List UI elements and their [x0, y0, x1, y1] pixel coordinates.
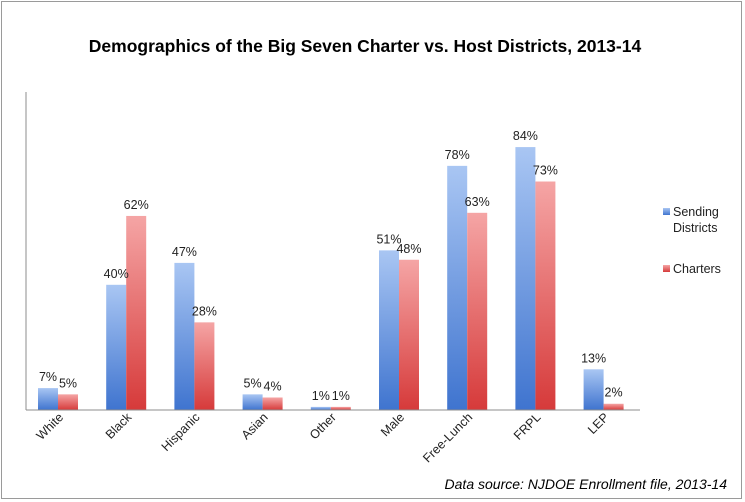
data-label-charters-lep: 2% [605, 386, 623, 400]
tick-label-male: Male [378, 410, 407, 439]
data-label-sending-black: 40% [104, 267, 129, 281]
tick-label-lep: LEP [585, 410, 612, 437]
bar-sending-frpl [515, 147, 536, 410]
bar-charters-frpl [535, 181, 556, 410]
bar-sending-hispanic [174, 262, 195, 410]
data-label-charters-hispanic: 28% [192, 304, 217, 318]
legend-label-sending-cont: Districts [673, 221, 717, 235]
bar-charters-white [58, 394, 78, 410]
data-label-charters-free-lunch: 63% [465, 195, 490, 209]
legend-swatch-charters [663, 265, 670, 272]
data-label-charters-male: 48% [396, 242, 421, 256]
bar-sending-free-lunch [447, 165, 468, 410]
data-label-charters-white: 5% [59, 376, 77, 390]
data-label-sending-other: 1% [312, 389, 330, 403]
bar-sending-other [310, 406, 331, 410]
bar-charters-asian [262, 397, 283, 410]
bar-sending-male [379, 250, 399, 410]
chart-title: Demographics of the Big Seven Charter vs… [88, 36, 642, 56]
bar-sending-asian [242, 394, 263, 410]
tick-label-hispanic: Hispanic [159, 410, 203, 454]
tick-label-asian: Asian [239, 410, 271, 442]
tick-label-white: White [34, 410, 67, 443]
legend-label-sending: Sending [673, 205, 719, 219]
tick-label-free-lunch: Free-Lunch [420, 410, 475, 465]
legend: Sending Districts Charters [663, 205, 721, 276]
bar-charters-black [126, 215, 147, 410]
bar-charters-free-lunch [467, 212, 488, 410]
bar-sending-black [106, 284, 127, 410]
bar-charters-hispanic [194, 322, 215, 410]
bar-charters-other [330, 406, 351, 410]
tick-label-frpl: FRPL [511, 410, 544, 443]
data-label-sending-male: 51% [376, 232, 401, 246]
data-label-sending-white: 7% [39, 370, 57, 384]
data-label-charters-frpl: 73% [533, 164, 558, 178]
data-label-sending-free-lunch: 78% [445, 148, 470, 162]
bar-sending-lep [583, 369, 604, 410]
data-label-charters-asian: 4% [264, 379, 282, 393]
data-label-charters-other: 1% [332, 389, 350, 403]
data-source-note: Data source: NJDOE Enrollment file, 2013… [444, 476, 727, 492]
tick-label-other: Other [307, 410, 339, 442]
data-label-sending-frpl: 84% [513, 129, 538, 143]
legend-label-charters: Charters [673, 262, 721, 276]
data-label-sending-hispanic: 47% [172, 245, 197, 259]
data-label-sending-lep: 13% [581, 351, 606, 365]
bar-charters-male [399, 259, 419, 410]
bar-charters-lep [603, 403, 624, 410]
data-label-sending-asian: 5% [244, 376, 262, 390]
data-label-charters-black: 62% [124, 198, 149, 212]
legend-swatch-sending [663, 208, 670, 215]
bar-sending-white [38, 388, 58, 410]
tick-label-black: Black [103, 410, 135, 442]
